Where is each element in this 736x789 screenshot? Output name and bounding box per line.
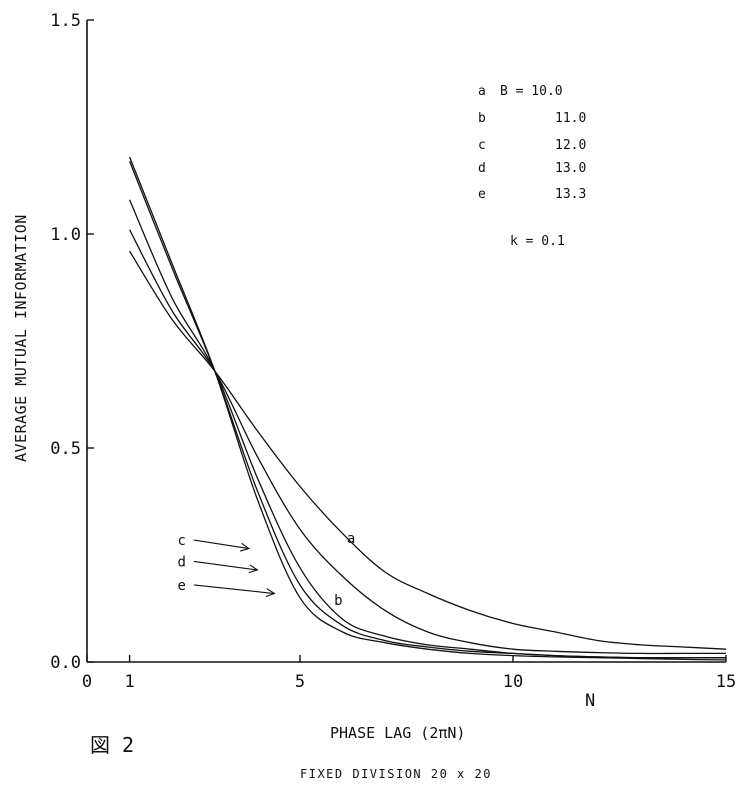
series-line-a xyxy=(129,250,727,650)
y-tick-label: 0.5 xyxy=(50,439,81,459)
x-tick-label: 10 xyxy=(503,672,523,692)
legend-key-b: b xyxy=(478,111,486,126)
legend-text-c: 12.0 xyxy=(555,138,586,153)
legend-text-e: 13.3 xyxy=(555,187,586,202)
axes xyxy=(86,20,726,663)
x-tick-label: 1 xyxy=(124,672,134,692)
x-ticks: 0 1 5 10 15 xyxy=(82,655,736,692)
y-tick-label: 1.5 xyxy=(50,11,81,31)
series-line-b xyxy=(129,229,726,655)
annotation-label-b: b xyxy=(334,593,342,609)
y-ticks: 0.0 0.5 1.0 1.5 xyxy=(50,11,94,673)
annotation-label-e: e xyxy=(177,578,185,594)
annotation-label-c: c xyxy=(177,533,185,549)
legend-key-d: d xyxy=(478,161,486,176)
annotation-arrowhead-d xyxy=(248,564,259,574)
annotation-label-d: d xyxy=(177,554,185,570)
legend-key-e: e xyxy=(478,187,486,202)
legend-text-d: 13.0 xyxy=(555,161,586,176)
annotation-arrow-c xyxy=(193,539,249,550)
x-tick-label: 5 xyxy=(295,672,305,692)
x-tick-label: 15 xyxy=(716,672,736,692)
legend: a B = 10.0 b 11.0 c 12.0 d 13.0 e 13.3 k… xyxy=(478,84,586,249)
curve-annotations: a b cde xyxy=(177,531,355,609)
x-axis-unit-label: N xyxy=(585,691,595,711)
series-line-c xyxy=(129,199,726,659)
annotation-label-a: a xyxy=(347,531,355,547)
annotation-arrow-e xyxy=(193,584,275,595)
legend-text-a: B = 10.0 xyxy=(500,84,563,99)
legend-key-a: a xyxy=(478,84,486,99)
y-tick-label: 0.0 xyxy=(50,653,81,673)
footer-caption: FIXED DIVISION 20 x 20 xyxy=(300,767,492,781)
x-axis-label: PHASE LAG (2πN) xyxy=(330,724,465,742)
series-lines xyxy=(128,156,727,661)
legend-key-c: c xyxy=(478,138,486,153)
x-tick-label: 0 xyxy=(82,672,92,692)
legend-text-b: 11.0 xyxy=(555,111,586,126)
figure-label: 図 2 xyxy=(90,733,134,757)
annotation-arrowhead-c xyxy=(240,542,251,552)
series-line-d xyxy=(128,160,726,659)
y-tick-label: 1.0 xyxy=(50,225,81,245)
y-axis-label: AVERAGE MUTUAL INFORMATION xyxy=(12,214,30,462)
annotation-arrowhead-e xyxy=(265,588,276,598)
series-line-e xyxy=(128,156,727,661)
legend-param: k = 0.1 xyxy=(510,234,565,249)
annotation-arrow-d xyxy=(193,560,258,571)
